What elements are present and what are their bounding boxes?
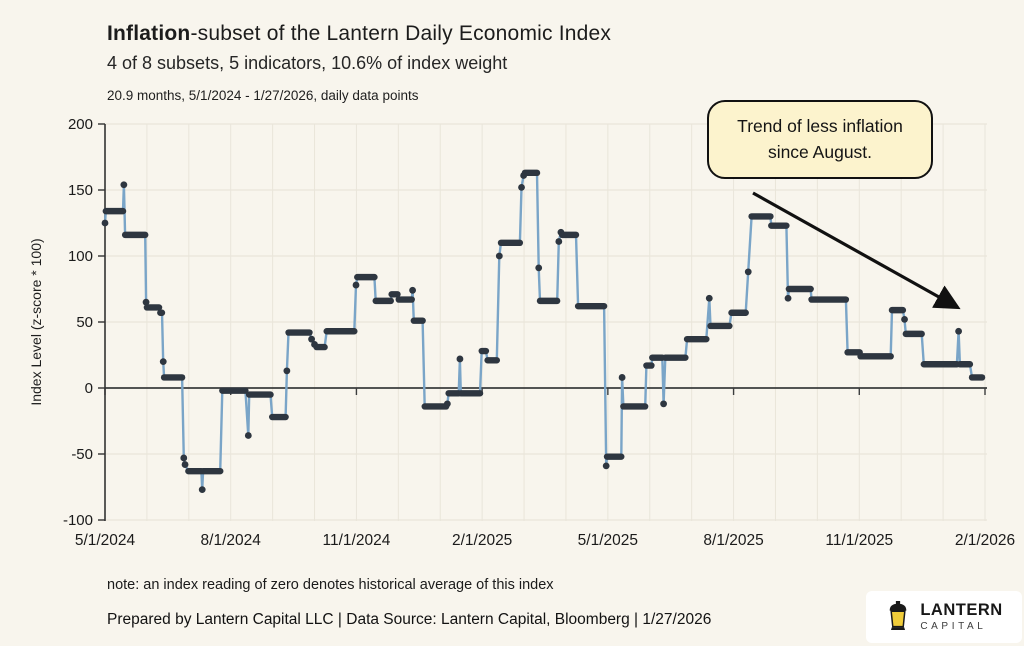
- annotation-line-1: Trend of less inflation: [737, 116, 903, 137]
- lantern-icon: [890, 601, 907, 631]
- series-point: [120, 181, 128, 189]
- annotation-line-2: since August.: [767, 141, 873, 162]
- lantern-capital-logo: LANTERN CAPITAL: [866, 591, 1022, 643]
- y-tick-label: 100: [68, 248, 93, 265]
- trend-arrow-line: [752, 191, 961, 310]
- series-point: [456, 355, 464, 363]
- page-title-rest: -subset of the Lantern Daily Economic In…: [190, 22, 612, 45]
- x-tick-label: 11/1/2024: [323, 532, 391, 549]
- series-point: [159, 358, 167, 365]
- x-tick-label: 5/1/2024: [75, 532, 136, 549]
- y-tick-label: -100: [63, 512, 93, 529]
- gridlines: [104, 123, 987, 521]
- y-tick-label: 200: [68, 116, 93, 133]
- x-tick-label: 11/1/2025: [825, 532, 893, 549]
- series-point: [705, 294, 713, 302]
- x-tick-label: 8/1/2024: [201, 532, 262, 549]
- series-point: [311, 341, 318, 348]
- y-tick-label: 50: [76, 314, 93, 331]
- series-point: [660, 400, 667, 408]
- series-point: [520, 172, 528, 179]
- date-range-caption: 20.9 months, 5/1/2024 - 1/27/2026, daily…: [107, 88, 419, 103]
- series-point: [308, 335, 315, 343]
- series-point: [180, 454, 188, 462]
- page-title-bold: Inflation: [107, 22, 191, 45]
- trend-arrow: [752, 191, 961, 310]
- page-title: Inflation-subset of the Lantern Daily Ec…: [107, 22, 611, 46]
- series-point: [518, 183, 525, 191]
- daily-index-series: [101, 169, 986, 494]
- series-point: [283, 367, 291, 375]
- series-point: [901, 315, 908, 323]
- series-point: [181, 461, 189, 468]
- page-subtitle: 4 of 8 subsets, 5 indicators, 10.6% of i…: [107, 53, 508, 73]
- series-point: [142, 298, 150, 306]
- logo-text: LANTERN CAPITAL: [920, 602, 1002, 632]
- series-point: [784, 294, 792, 302]
- axes: [98, 123, 987, 521]
- series-point: [744, 268, 752, 276]
- series-line: [103, 171, 983, 491]
- series-point: [495, 252, 503, 260]
- series-point: [244, 432, 252, 439]
- credit-line: Prepared by Lantern Capital LLC | Data S…: [107, 611, 712, 628]
- y-tick-label: -50: [71, 446, 93, 463]
- series-point: [602, 462, 610, 470]
- footnote: note: an index reading of zero denotes h…: [107, 577, 554, 593]
- annotation-callout: Trend of less inflation since August.: [707, 100, 933, 179]
- series-point: [409, 286, 416, 294]
- series-point: [198, 486, 206, 494]
- logo-name: LANTERN: [920, 601, 1003, 620]
- series-point: [618, 374, 626, 381]
- series-point: [955, 327, 962, 335]
- series-point: [443, 400, 451, 408]
- series-point: [352, 281, 360, 289]
- x-tick-label: 8/1/2025: [703, 532, 763, 549]
- y-tick-label: 150: [68, 182, 93, 199]
- series-point: [101, 219, 109, 227]
- axis-tick-labels: 200 150 100 50 0 -50 -100 5/1/2024 8/1/2024 11/1/…: [63, 116, 1015, 549]
- series-point: [555, 238, 563, 245]
- logo-subname: CAPITAL: [920, 620, 987, 632]
- x-tick-label: 2/1/2025: [452, 532, 512, 549]
- y-tick-label: 0: [85, 380, 93, 397]
- x-tick-label: 5/1/2025: [578, 532, 638, 549]
- series-point: [557, 228, 565, 236]
- x-tick-label: 2/1/2026: [955, 532, 1015, 549]
- series-point: [535, 264, 543, 272]
